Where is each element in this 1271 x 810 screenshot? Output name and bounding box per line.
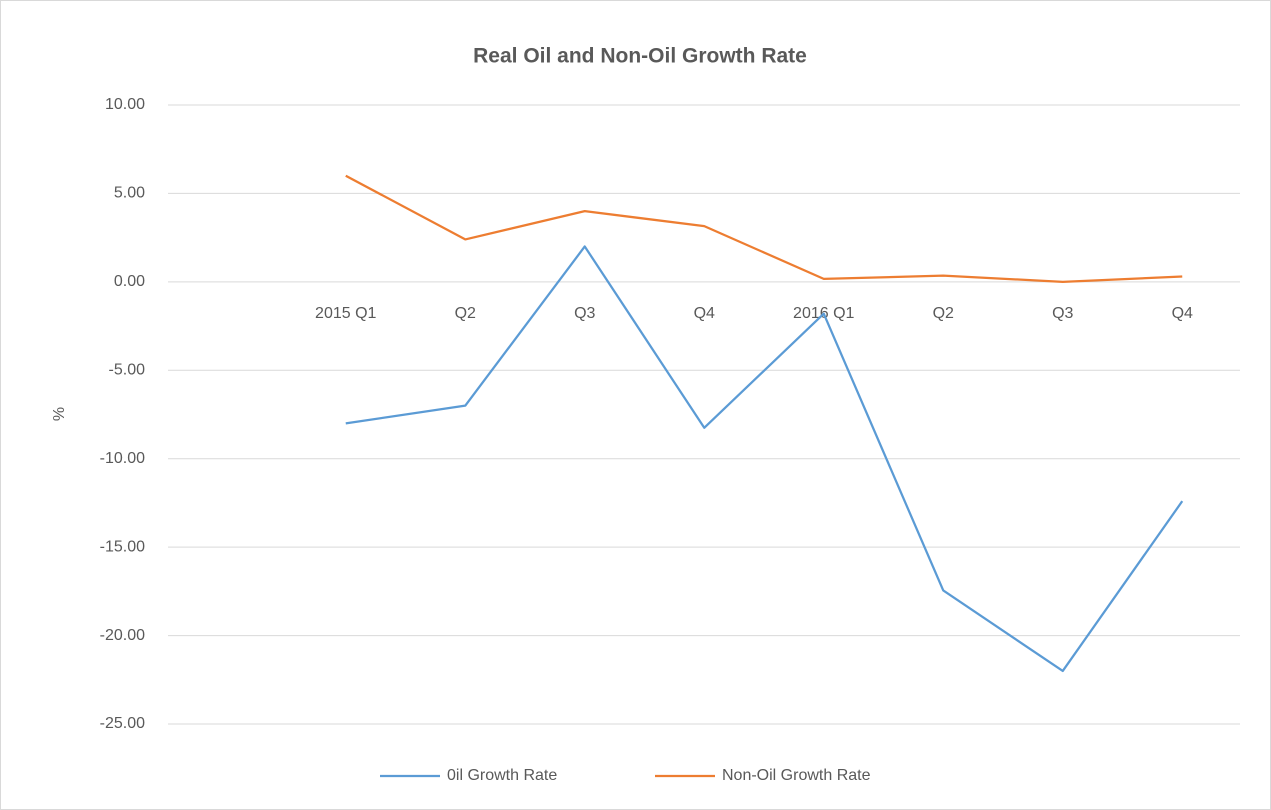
x-tick-label: Q2 (933, 305, 954, 322)
y-tick-label: -5.00 (109, 362, 146, 379)
y-tick-label: -25.00 (100, 715, 145, 732)
x-tick-label: Q2 (455, 305, 476, 322)
x-tick-label: Q3 (1052, 305, 1073, 322)
x-tick-label: Q3 (574, 305, 595, 322)
y-tick-label: 0.00 (114, 273, 145, 290)
y-tick-label: -20.00 (100, 627, 145, 644)
y-tick-label: -10.00 (100, 450, 145, 467)
y-tick-label: -15.00 (100, 538, 145, 555)
x-tick-label: Q4 (1172, 305, 1193, 322)
legend-label: 0il Growth Rate (447, 767, 557, 784)
x-tick-label: Q4 (694, 305, 715, 322)
y-tick-label: 5.00 (114, 185, 145, 202)
y-axis-label: % (51, 407, 68, 421)
series-line (345, 174, 1183, 283)
chart-title: Real Oil and Non-Oil Growth Rate (473, 45, 807, 68)
x-tick-label: 2015 Q1 (315, 305, 376, 322)
legend-label: Non-Oil Growth Rate (722, 767, 871, 784)
y-tick-label: 10.00 (105, 96, 145, 113)
series-line (345, 245, 1184, 673)
